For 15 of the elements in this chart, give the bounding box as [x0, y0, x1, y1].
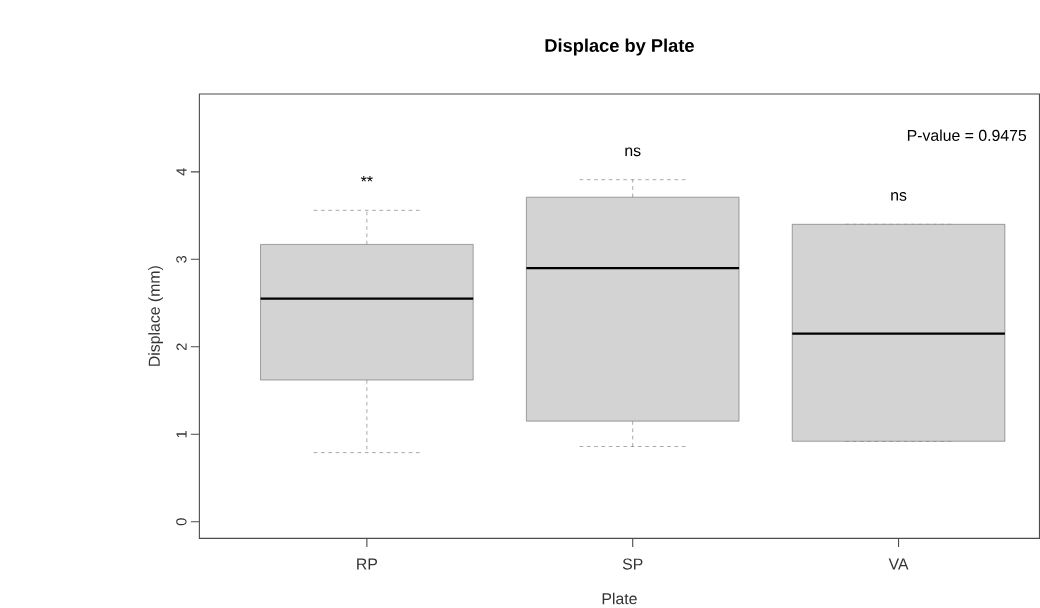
y-axis-title: Displace (mm) [148, 266, 163, 366]
y-tick-label: 4 [176, 168, 187, 176]
annotation: P-value = 0.9475 [907, 129, 1027, 141]
x-axis-title: Plate [602, 592, 637, 605]
annotation: ** [360, 175, 373, 182]
y-tick-label: 3 [176, 255, 187, 263]
annotation: ns [891, 191, 907, 201]
x-tick-label: RP [357, 558, 378, 570]
y-tick-label: 1 [176, 430, 187, 438]
annotation: ns [625, 147, 641, 156]
chart-title: Displace by Plate [545, 38, 694, 56]
y-tick-label: 0 [176, 518, 187, 526]
y-tick-label: 2 [176, 343, 187, 350]
x-tick-label: SP [622, 558, 643, 570]
x-tick-label: VA [888, 558, 909, 570]
